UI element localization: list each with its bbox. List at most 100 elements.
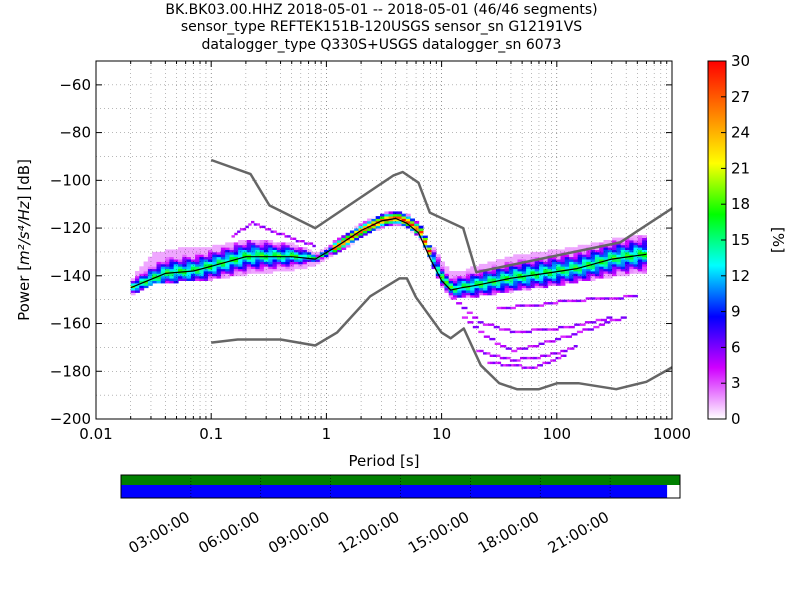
heatmap-cell bbox=[461, 292, 467, 296]
heatmap-cell bbox=[625, 256, 630, 260]
heatmap-cell bbox=[530, 278, 536, 281]
heatmap-cell bbox=[281, 261, 286, 265]
heatmap-cell bbox=[186, 259, 192, 262]
heatmap-cell bbox=[625, 249, 630, 253]
heatmap-cell bbox=[465, 292, 471, 296]
heatmap-cell bbox=[530, 283, 536, 286]
heatmap-cell bbox=[289, 256, 295, 260]
heatmap-cell bbox=[448, 283, 454, 286]
heatmap-cell bbox=[427, 247, 433, 250]
heatmap-cell bbox=[225, 244, 231, 248]
outlier-cell bbox=[496, 306, 502, 310]
heatmap-cell bbox=[276, 266, 282, 270]
heatmap-cell bbox=[246, 254, 252, 258]
heatmap-cell bbox=[190, 249, 196, 253]
heatmap-cell bbox=[590, 273, 596, 277]
heatmap-cell bbox=[487, 263, 493, 267]
heatmap-cell bbox=[453, 294, 458, 298]
heatmap-cell bbox=[358, 235, 364, 238]
outlier-cell bbox=[574, 323, 581, 326]
heatmap-cell bbox=[487, 261, 493, 265]
heatmap-cell bbox=[165, 251, 170, 255]
outlier-cell bbox=[482, 323, 489, 326]
outlier-cell bbox=[495, 361, 499, 365]
heatmap-cell bbox=[233, 271, 239, 274]
heatmap-cell bbox=[263, 266, 269, 270]
heatmap-cell bbox=[199, 266, 205, 270]
heatmap-cell bbox=[457, 283, 463, 286]
heatmap-cell bbox=[405, 218, 411, 222]
outlier-cell bbox=[499, 356, 504, 360]
heatmap-cell bbox=[384, 223, 390, 227]
heatmap-cell bbox=[470, 285, 476, 289]
heatmap-cell bbox=[435, 266, 441, 270]
heatmap-cell bbox=[629, 240, 635, 243]
heatmap-cell bbox=[306, 249, 312, 253]
heatmap-cell bbox=[642, 247, 647, 250]
heatmap-cell bbox=[272, 261, 278, 265]
outlier-cell bbox=[505, 306, 512, 310]
heatmap-cell bbox=[178, 251, 183, 255]
heatmap-cell bbox=[470, 294, 476, 298]
heatmap-cell bbox=[229, 273, 235, 277]
heatmap-cell bbox=[474, 287, 480, 291]
heatmap-cell bbox=[586, 273, 592, 277]
heatmap-cell bbox=[573, 261, 579, 265]
heatmap-cell bbox=[354, 228, 360, 231]
outlier-cell bbox=[544, 340, 551, 343]
heatmap-cell bbox=[577, 273, 583, 277]
heatmap-cell bbox=[448, 290, 454, 293]
heatmap-cell bbox=[195, 266, 200, 270]
heatmap-cell bbox=[216, 263, 222, 267]
y-axis: −200−180−160−140−120−100−80−60 bbox=[50, 76, 672, 428]
heatmap-cell bbox=[165, 261, 170, 265]
heatmap-cell bbox=[328, 249, 334, 253]
heatmap-cell bbox=[337, 242, 342, 246]
heatmap-cell bbox=[130, 290, 136, 293]
heatmap-cell bbox=[160, 256, 166, 260]
heatmap-cell bbox=[500, 271, 506, 274]
heatmap-cell bbox=[139, 283, 145, 286]
heatmap-cell bbox=[285, 256, 291, 260]
heatmap-cell bbox=[599, 266, 605, 270]
heatmap-cell bbox=[135, 271, 140, 274]
outlier-cell bbox=[560, 349, 565, 353]
heatmap-cell bbox=[629, 261, 635, 265]
heatmap-cell bbox=[216, 256, 222, 260]
heatmap-cell bbox=[212, 254, 218, 258]
heatmap-cell bbox=[612, 244, 617, 248]
heatmap-cell bbox=[564, 263, 570, 267]
heatmap-cell bbox=[229, 268, 235, 272]
heatmap-cell bbox=[208, 268, 213, 272]
heatmap-cell bbox=[208, 247, 213, 250]
heatmap-cell bbox=[582, 266, 587, 270]
outlier-cell bbox=[565, 335, 572, 338]
heatmap-cell bbox=[281, 254, 286, 258]
outlier-cell bbox=[533, 356, 538, 360]
heatmap-cell bbox=[233, 249, 239, 253]
heatmap-cell bbox=[216, 273, 222, 277]
heatmap-cell bbox=[530, 263, 536, 267]
heatmap-cell bbox=[165, 259, 170, 262]
heatmap-cell bbox=[225, 273, 231, 277]
heatmap-cell bbox=[152, 261, 158, 265]
heatmap-cell bbox=[199, 261, 205, 265]
heatmap-cell bbox=[276, 256, 282, 260]
heatmap-cell bbox=[470, 290, 476, 293]
outlier-cell bbox=[550, 352, 555, 355]
heatmap-cell bbox=[220, 254, 226, 258]
heatmap-cell bbox=[625, 273, 630, 277]
heatmap-cell bbox=[534, 251, 540, 255]
heatmap-cell bbox=[199, 273, 205, 277]
heatmap-cell bbox=[203, 278, 209, 281]
heatmap-cell bbox=[582, 263, 587, 267]
outlier-cell bbox=[620, 316, 627, 319]
heatmap-cell bbox=[147, 261, 153, 265]
heatmap-cell bbox=[302, 251, 308, 255]
heatmap-cell bbox=[156, 275, 162, 279]
heatmap-cell bbox=[276, 251, 282, 255]
heatmap-cell bbox=[551, 273, 557, 277]
y-tick-label: −120 bbox=[50, 219, 91, 237]
heatmap-cell bbox=[625, 251, 630, 255]
heatmap-cell bbox=[586, 256, 592, 260]
